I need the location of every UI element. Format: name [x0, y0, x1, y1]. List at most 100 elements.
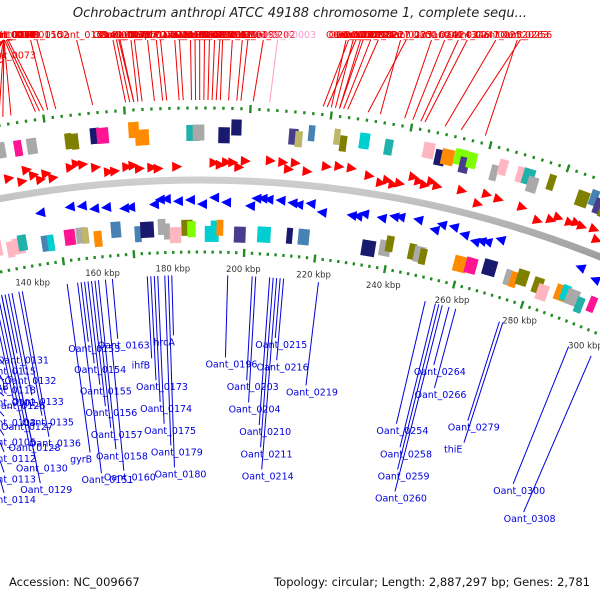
tick-dot: [336, 259, 340, 264]
label-connector-line: [203, 39, 205, 101]
cog-block: [134, 225, 142, 243]
forward-gene-label: Oant_0243: [425, 30, 477, 41]
reverse-gene-arrow: [101, 202, 112, 213]
reverse-gene-label: gyrB: [70, 454, 92, 465]
forward-gene-arrow: [364, 170, 375, 181]
tick-dot: [204, 106, 207, 110]
forward-gene-arrow: [575, 220, 588, 230]
forward-gene-label: Oant_0150: [11, 30, 63, 41]
tick-dot: [61, 257, 66, 266]
label-connector-line: [4, 39, 36, 112]
reverse-gene-label: phhB: [0, 382, 9, 393]
forward-gene-label: Oant_0176: [128, 30, 180, 41]
tick-dot: [572, 322, 576, 326]
forward-gene-label: Oant_0187: [171, 30, 223, 41]
tick-dot: [383, 121, 387, 125]
tick-dot: [586, 327, 591, 332]
tick-dot: [105, 110, 108, 114]
label-connector-line: [260, 277, 274, 448]
forward-gene-arrow: [333, 160, 345, 171]
reverse-gene-arrow: [448, 223, 460, 233]
reverse-gene-label: Oant_0115: [0, 366, 36, 377]
forward-gene-arrow: [28, 170, 40, 181]
tick-dot: [418, 127, 422, 131]
label-connector-line: [261, 277, 278, 470]
scale-tick-label: 280 kbp: [502, 316, 537, 326]
cog-block: [481, 258, 499, 278]
forward-gene-label: Oant_0222: [326, 30, 378, 41]
reverse-gene-label: Oant_0105: [0, 438, 36, 449]
tick-dot: [329, 258, 332, 263]
tick-dot: [574, 169, 579, 174]
label-connector-line: [1, 295, 41, 484]
cog-block: [0, 141, 7, 160]
forward-gene-arrow: [3, 174, 15, 185]
tick-dot: [591, 175, 596, 180]
cog-block: [463, 256, 479, 275]
tick-dot: [482, 291, 487, 295]
tick-dot: [398, 270, 402, 274]
reverse-gene-label: Oant_0155: [80, 387, 132, 398]
tick-dot: [409, 123, 414, 132]
tick-dot: [6, 122, 10, 126]
cog-block: [465, 151, 479, 170]
forward-gene-label: Oant_0256: [500, 30, 552, 41]
label-connector-line: [66, 283, 91, 453]
reverse-gene-label: Oant_0136: [29, 439, 81, 450]
cog-block: [25, 137, 39, 155]
forward-gene-arrow: [77, 159, 89, 170]
forward-gene-label: Oant_0252: [476, 30, 528, 41]
forward-gene-arrow: [234, 162, 245, 173]
label-connector-line: [84, 281, 95, 364]
reverse-gene-label: Oant_0151: [81, 475, 133, 486]
reverse-gene-arrow: [244, 201, 256, 212]
cog-block: [233, 226, 246, 243]
reverse-gene-arrow: [352, 211, 364, 222]
forward-gene-arrow: [516, 201, 528, 211]
rna-gene-label: Oant_R0003: [258, 30, 317, 41]
forward-gene-label: Oant_0088: [0, 30, 36, 41]
label-connector-line: [118, 39, 135, 103]
reverse-gene-arrow: [160, 193, 171, 204]
reverse-gene-label: Oant_0196: [205, 359, 257, 370]
tick-dot: [38, 263, 42, 267]
tick-dot: [213, 106, 216, 110]
forward-gene-arrow: [90, 162, 102, 173]
forward-gene-label: Oant_0183: [155, 30, 207, 41]
tick-dot: [109, 254, 112, 258]
tick-dot: [267, 108, 270, 112]
tick-dot: [311, 111, 315, 116]
tick-dot: [583, 172, 587, 177]
reverse-gene-arrow: [482, 238, 494, 248]
tick-dot: [46, 261, 50, 266]
tick-dot: [344, 260, 348, 265]
reverse-gene-arrow: [476, 237, 488, 247]
reverse-gene-label: Oant_0308: [504, 514, 556, 525]
forward-gene-arrow: [172, 161, 183, 172]
reverse-gene-label: Oant_0113: [0, 474, 36, 485]
reverse-gene-label: Oant_0103: [0, 418, 36, 429]
cog-block: [421, 141, 436, 160]
reverse-gene-arrow: [172, 196, 184, 207]
tick-dot: [289, 254, 293, 258]
reverse-gene-label: Oant_0254: [376, 426, 428, 437]
cog-block: [358, 132, 371, 150]
cog-block: [139, 221, 155, 239]
tick-dot-rings: [0, 105, 598, 335]
scale-tick-label: 180 kbp: [156, 264, 191, 274]
tick-dot: [512, 300, 517, 305]
reverse-gene-label: Oant_0264: [414, 367, 466, 378]
forward-gene-label: Oant_0100: [0, 30, 36, 41]
tick-dot: [445, 132, 449, 137]
forward-gene-arrow: [481, 188, 493, 199]
forward-gene-label: Oant_0140: [0, 30, 36, 41]
tick-dot: [305, 256, 309, 260]
reverse-gene-label: Oant_0157: [91, 430, 143, 441]
reverse-gene-label: Oant_0259: [378, 471, 430, 482]
tick-dot: [375, 266, 379, 270]
forward-gene-label: Oant_0226: [351, 30, 403, 41]
tick-dot: [203, 250, 206, 254]
reverse-gene-label: Oant_0163: [98, 341, 150, 352]
reverse-gene-label: Oant_0174: [140, 404, 192, 415]
tick-dot: [240, 107, 243, 111]
